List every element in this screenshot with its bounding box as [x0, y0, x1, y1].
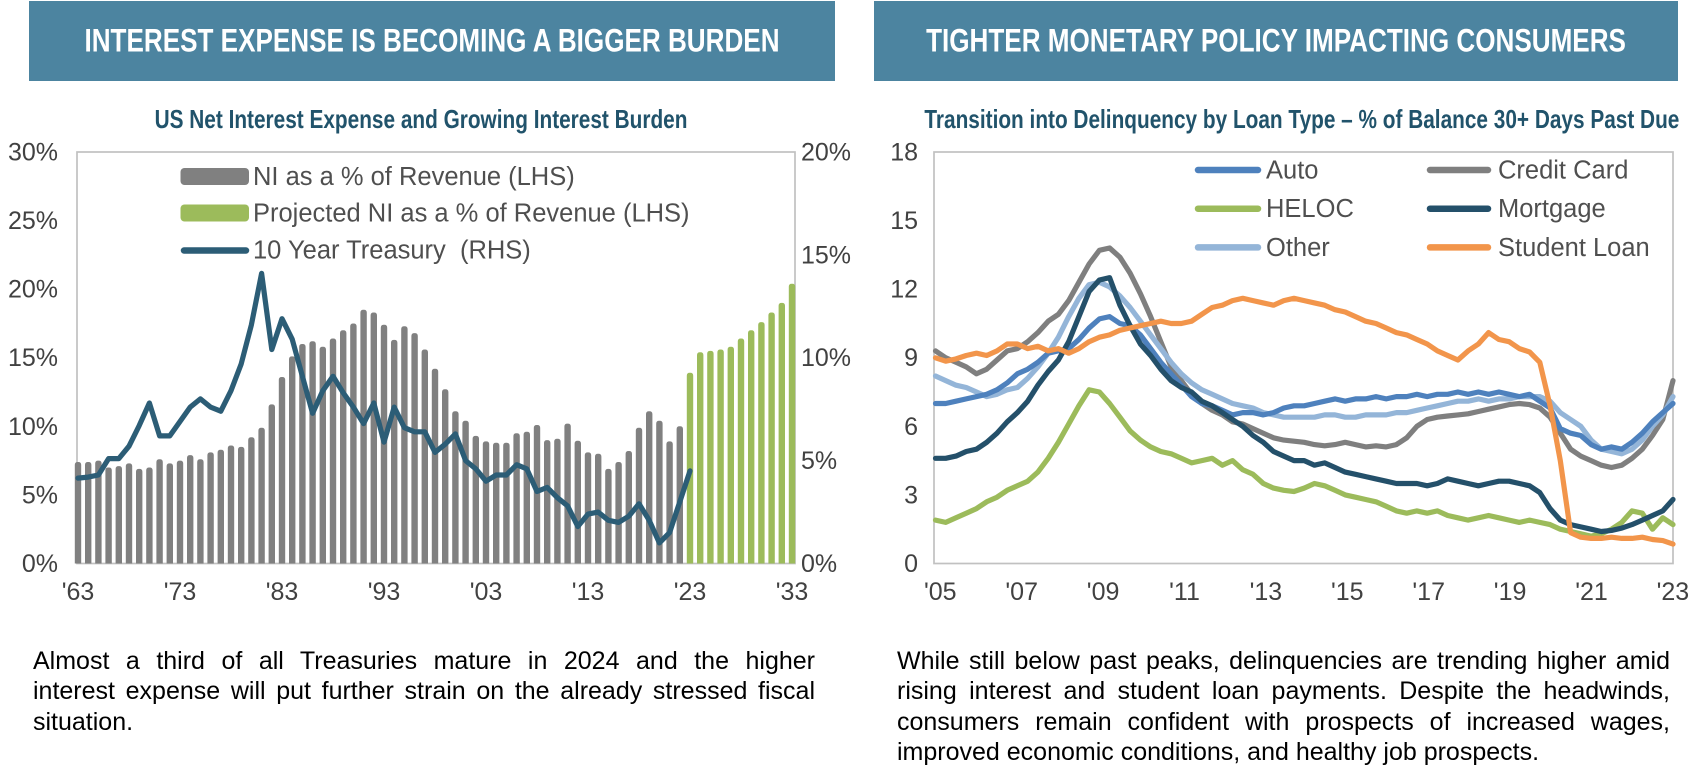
svg-text:0: 0 [904, 550, 918, 578]
svg-text:0%: 0% [801, 550, 837, 578]
svg-text:18: 18 [890, 139, 918, 167]
svg-text:'23: '23 [674, 578, 707, 606]
svg-text:Projected NI as a % of Revenue: Projected NI as a % of Revenue (LHS) [253, 200, 690, 228]
svg-text:'03: '03 [470, 578, 503, 606]
svg-text:5%: 5% [22, 481, 58, 509]
svg-text:'13: '13 [1250, 578, 1283, 606]
svg-text:'33: '33 [776, 578, 809, 606]
svg-text:10%: 10% [8, 413, 58, 441]
svg-text:15: 15 [890, 207, 918, 235]
svg-text:NI as a % of Revenue (LHS): NI as a % of Revenue (LHS) [253, 163, 575, 191]
svg-text:20%: 20% [8, 276, 58, 304]
svg-text:Auto: Auto [1266, 157, 1318, 185]
svg-text:'09: '09 [1087, 578, 1120, 606]
svg-text:Other: Other [1266, 234, 1330, 262]
svg-text:Student Loan: Student Loan [1498, 234, 1650, 262]
svg-text:15%: 15% [8, 344, 58, 372]
svg-text:3: 3 [904, 481, 918, 509]
svg-text:Mortgage: Mortgage [1498, 195, 1606, 223]
svg-text:15%: 15% [801, 241, 851, 269]
svg-text:'11: '11 [1169, 578, 1200, 606]
svg-text:12: 12 [890, 276, 918, 304]
svg-text:'21: '21 [1575, 578, 1608, 606]
svg-text:10 Year Treasury (RHS): 10 Year Treasury (RHS) [253, 237, 531, 265]
svg-text:20%: 20% [801, 139, 851, 167]
svg-text:'73: '73 [164, 578, 197, 606]
svg-text:6: 6 [904, 413, 918, 441]
svg-text:'23: '23 [1657, 578, 1690, 606]
svg-text:'83: '83 [266, 578, 299, 606]
svg-text:'63: '63 [62, 578, 95, 606]
svg-text:0%: 0% [22, 550, 58, 578]
svg-text:10%: 10% [801, 344, 851, 372]
svg-text:'15: '15 [1331, 578, 1364, 606]
svg-text:9: 9 [904, 344, 918, 372]
svg-text:30%: 30% [8, 139, 58, 167]
svg-text:'13: '13 [572, 578, 605, 606]
svg-text:25%: 25% [8, 207, 58, 235]
svg-text:'17: '17 [1412, 578, 1445, 606]
svg-text:5%: 5% [801, 447, 837, 475]
svg-text:'07: '07 [1005, 578, 1038, 606]
svg-text:HELOC: HELOC [1266, 195, 1354, 223]
svg-text:'19: '19 [1494, 578, 1527, 606]
svg-text:'05: '05 [924, 578, 957, 606]
svg-text:Credit Card: Credit Card [1498, 157, 1628, 185]
svg-text:'93: '93 [368, 578, 401, 606]
